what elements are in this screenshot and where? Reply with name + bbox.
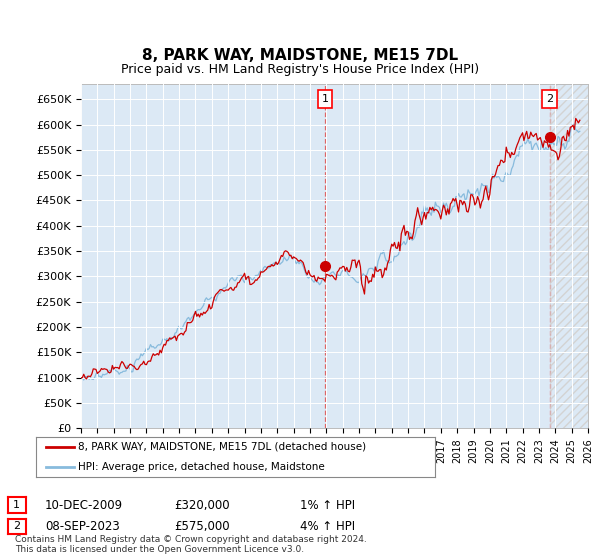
Text: 1% ↑ HPI: 1% ↑ HPI [300,498,355,512]
Text: 1: 1 [322,94,329,104]
Text: HPI: Average price, detached house, Maidstone: HPI: Average price, detached house, Maid… [78,462,325,472]
Text: 2: 2 [547,94,553,104]
Text: £575,000: £575,000 [174,520,230,533]
Text: 2: 2 [13,521,20,531]
Text: Contains HM Land Registry data © Crown copyright and database right 2024.
This d: Contains HM Land Registry data © Crown c… [15,535,367,554]
Text: 10-DEC-2009: 10-DEC-2009 [45,498,123,512]
Text: Price paid vs. HM Land Registry's House Price Index (HPI): Price paid vs. HM Land Registry's House … [121,63,479,77]
Text: 8, PARK WAY, MAIDSTONE, ME15 7DL (detached house): 8, PARK WAY, MAIDSTONE, ME15 7DL (detach… [78,442,366,452]
Text: £320,000: £320,000 [174,498,230,512]
Text: 8, PARK WAY, MAIDSTONE, ME15 7DL: 8, PARK WAY, MAIDSTONE, ME15 7DL [142,49,458,63]
Text: 4% ↑ HPI: 4% ↑ HPI [300,520,355,533]
Bar [550,74,596,428]
Text: 1: 1 [13,500,20,510]
Text: 08-SEP-2023: 08-SEP-2023 [45,520,120,533]
